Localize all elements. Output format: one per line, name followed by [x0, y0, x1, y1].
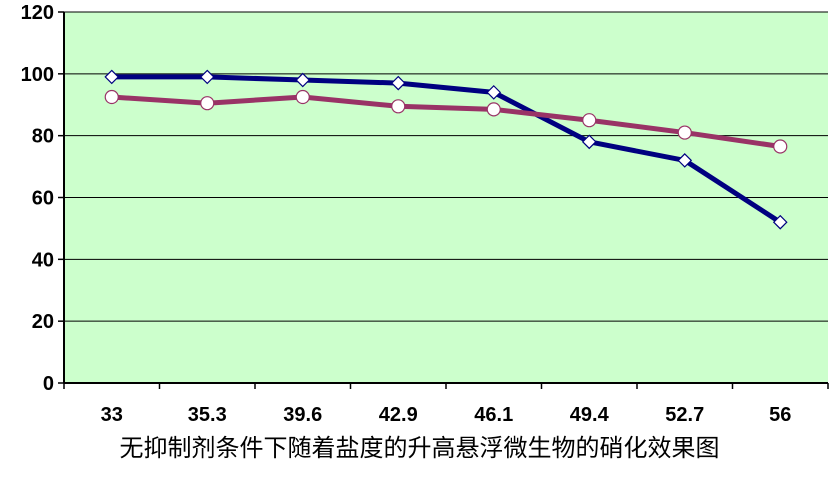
- x-tick-label: 42.9: [379, 404, 418, 426]
- series-1-point: [104, 69, 120, 85]
- series-2-point: [486, 102, 501, 117]
- chart: 0 20 40 60 80 100 120 33 35.3 39.6 42.9 46.1 49.4 52…: [21, 2, 829, 426]
- x-tick-label: 46.1: [474, 404, 513, 426]
- chart-caption: 无抑制剂条件下随着盐度的升高悬浮微生物的硝化效果图: [119, 434, 720, 462]
- series-2-point: [295, 89, 310, 105]
- series-layer: [104, 69, 788, 230]
- x-axis-ticks: 33 35.3 39.6 42.9 46.1 49.4 52.7 56: [63, 383, 829, 426]
- gridlines: [64, 11, 828, 322]
- series-1-line: [111, 74, 782, 225]
- x-tick-label: 35.3: [188, 404, 227, 426]
- x-tick-label: 56: [769, 404, 791, 426]
- series-2-point: [104, 89, 119, 105]
- series-2-point: [773, 139, 788, 154]
- series-2-point: [677, 125, 692, 140]
- y-axis-ticks: 0 20 40 60 80 100 120: [21, 2, 64, 395]
- series-1-point: [772, 214, 788, 230]
- series-1-point: [486, 85, 502, 100]
- y-tick-label: 80: [32, 126, 54, 148]
- series-1-point: [581, 134, 597, 150]
- series-2-point: [391, 99, 406, 114]
- series-1-point: [199, 69, 215, 85]
- series-2-point: [200, 96, 215, 111]
- series-2-point: [582, 113, 597, 128]
- y-tick-label: 60: [32, 188, 54, 210]
- series-1-point: [295, 72, 311, 88]
- series-2-line: [111, 94, 781, 149]
- x-tick-label: 49.4: [570, 404, 610, 426]
- x-tick-label: 52.7: [665, 404, 704, 426]
- y-tick-label: 40: [32, 249, 54, 271]
- y-tick-label: 120: [21, 2, 54, 24]
- x-tick-label: 33: [101, 404, 123, 426]
- y-tick-label: 0: [43, 373, 54, 395]
- y-tick-label: 20: [32, 311, 54, 333]
- series-1-point: [390, 75, 406, 91]
- x-tick-label: 39.6: [283, 404, 322, 426]
- series-1-point: [677, 153, 693, 168]
- y-tick-label: 100: [21, 64, 54, 86]
